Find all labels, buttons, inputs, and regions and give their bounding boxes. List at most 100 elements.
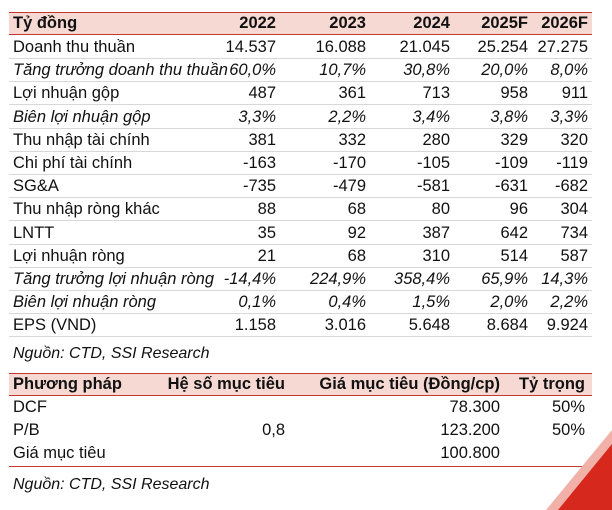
row-value-2022: 381 — [248, 130, 276, 149]
year-header-2023: 2023 — [329, 14, 366, 32]
row-value-2025f: 329 — [500, 130, 528, 149]
row-value-2024: 21.045 — [399, 38, 450, 56]
row-value-2023: 16.088 — [315, 38, 366, 56]
row-value-2025f: 642 — [500, 223, 528, 242]
row-value-2025f: 514 — [500, 246, 528, 265]
table-row: Lợi nhuận gộp 487 361 713 958 911 — [9, 82, 592, 106]
row-value-2024: 30,8% — [403, 61, 450, 80]
row-value-2023: 2,2% — [328, 107, 366, 126]
row-value-2024: 387 — [422, 223, 450, 242]
table-row: Doanh thu thuần 14.537 16.088 21.045 25.254 2… — [9, 36, 592, 59]
row-value-2022: 14.537 — [225, 38, 276, 56]
row-value-2026f: 320 — [560, 130, 588, 149]
table-row: Giá mục tiêu 100.800 — [9, 442, 592, 465]
row-value-2025f: 96 — [509, 200, 528, 219]
table-row: SG&A -735 -479 -581 -631 -682 — [9, 175, 592, 199]
row-value-2024: 713 — [422, 84, 450, 103]
row-value-2023: 0,4% — [328, 293, 366, 312]
row-label: Tăng trưởng lợi nhuận ròng — [13, 270, 215, 288]
row-label: Doanh thu thuần — [13, 38, 136, 56]
row-value-2026f: 27.275 — [537, 38, 588, 56]
table-row: Chi phí tài chính -163 -170 -105 -109 -119 — [9, 152, 592, 175]
row-value-2024: -581 — [416, 177, 450, 196]
corner-triangle-dark — [558, 444, 612, 510]
table-row: Tăng trưởng lợi nhuận ròng -14,4% 224,9% 35… — [9, 268, 592, 291]
row-value-2022: -14,4% — [223, 270, 276, 288]
row-value-2023: 92 — [347, 223, 366, 242]
row-value-2023: 224,9% — [310, 270, 366, 288]
row-value-2022: 35 — [257, 223, 276, 242]
method-cell: Giá mục tiêu — [13, 444, 106, 462]
row-value-2022: 3,3% — [238, 107, 276, 126]
row-value-2023: -170 — [332, 154, 366, 172]
target-price-cell: 100.800 — [440, 444, 500, 462]
row-label: Lợi nhuận ròng — [13, 246, 125, 265]
row-value-2025f: 8.684 — [486, 316, 528, 335]
table-row: Thu nhập ròng khác 88 68 80 96 304 — [9, 198, 592, 222]
row-label: LNTT — [13, 223, 55, 242]
valuation-table-header: Phương pháp Hệ số mục tiêu Giá mục tiêu … — [9, 373, 592, 396]
target-multiple-header: Hệ số mục tiêu — [167, 375, 285, 393]
table-row: DCF 78.300 50% — [9, 396, 592, 419]
financial-table-header-bar — [9, 12, 592, 35]
row-value-2022: 0,1% — [238, 293, 276, 312]
row-value-2025f: 20,0% — [481, 61, 528, 80]
valuation-source-note: Nguồn: CTD, SSI Research — [13, 476, 210, 493]
row-value-2025f: -109 — [494, 154, 528, 172]
table-row: Tăng trưởng doanh thu thuần 60,0% 10,7% 30,… — [9, 59, 592, 83]
row-value-2026f: 2,2% — [550, 293, 588, 312]
row-value-2022: 21 — [257, 246, 276, 265]
target-price-cell: 123.200 — [440, 421, 500, 439]
row-label: EPS (VND) — [13, 316, 97, 335]
row-value-2026f: 734 — [560, 223, 588, 242]
row-value-2023: -479 — [332, 177, 366, 196]
row-label: Thu nhập ròng khác — [13, 200, 160, 219]
row-value-2024: 3,4% — [412, 107, 450, 126]
row-value-2026f: 14,3% — [541, 270, 588, 288]
row-value-2022: 88 — [257, 200, 276, 219]
row-value-2022: 487 — [248, 84, 276, 103]
row-label: Lợi nhuận gộp — [13, 84, 120, 103]
row-value-2025f: 958 — [500, 84, 528, 103]
method-header: Phương pháp — [13, 375, 122, 393]
target-multiple-cell: 0,8 — [262, 421, 285, 439]
row-value-2025f: 2,0% — [490, 293, 528, 312]
financial-source-note: Nguồn: CTD, SSI Research — [13, 345, 210, 362]
row-value-2026f: 304 — [560, 200, 588, 219]
weight-cell: 50% — [551, 398, 585, 416]
row-value-2025f: 3,8% — [490, 107, 528, 126]
method-cell: P/B — [13, 421, 40, 439]
row-value-2024: 310 — [422, 246, 450, 265]
weight-header: Tỷ trọng — [519, 375, 585, 393]
row-value-2025f: -631 — [494, 177, 528, 196]
corner-decoration — [546, 430, 612, 510]
target-price-cell: 78.300 — [449, 398, 500, 416]
table-row: Lợi nhuận ròng 21 68 310 514 587 — [9, 245, 592, 268]
table-row: Biên lợi nhuận ròng 0,1% 0,4% 1,5% 2,0% 2,2% — [9, 291, 592, 315]
row-value-2023: 3.016 — [324, 316, 366, 335]
target-price-header: Giá mục tiêu (Đồng/cp) — [319, 375, 500, 393]
year-header-2024: 2024 — [413, 14, 450, 32]
weight-cell: 50% — [551, 421, 585, 439]
row-value-2024: 1,5% — [412, 293, 450, 312]
row-value-2026f: -682 — [554, 177, 588, 196]
row-value-2022: 1.158 — [234, 316, 276, 335]
row-value-2025f: 65,9% — [481, 270, 528, 288]
unit-header: Tỷ đồng — [13, 14, 78, 32]
row-label: Biên lợi nhuận ròng — [13, 293, 156, 312]
row-value-2024: -105 — [416, 154, 450, 172]
table-row: EPS (VND) 1.158 3.016 5.648 8.684 9.924 — [9, 314, 592, 338]
row-value-2023: 68 — [347, 246, 366, 265]
year-header-2022: 2022 — [239, 14, 276, 32]
row-value-2024: 358,4% — [394, 270, 450, 288]
financial-table-header: Tỷ đồng 2022 2023 2024 2025F 2026F — [9, 12, 592, 35]
row-value-2024: 5.648 — [408, 316, 450, 335]
row-value-2022: -163 — [242, 154, 276, 172]
table-row: P/B 0,8 123.200 50% — [9, 419, 592, 442]
row-value-2023: 10,7% — [319, 61, 366, 80]
row-label: Biên lợi nhuận gộp — [13, 107, 151, 126]
row-value-2026f: 8,0% — [550, 61, 588, 80]
valuation-table-header-bar — [9, 373, 592, 396]
row-value-2023: 361 — [338, 84, 366, 103]
row-value-2026f: 587 — [560, 246, 588, 265]
